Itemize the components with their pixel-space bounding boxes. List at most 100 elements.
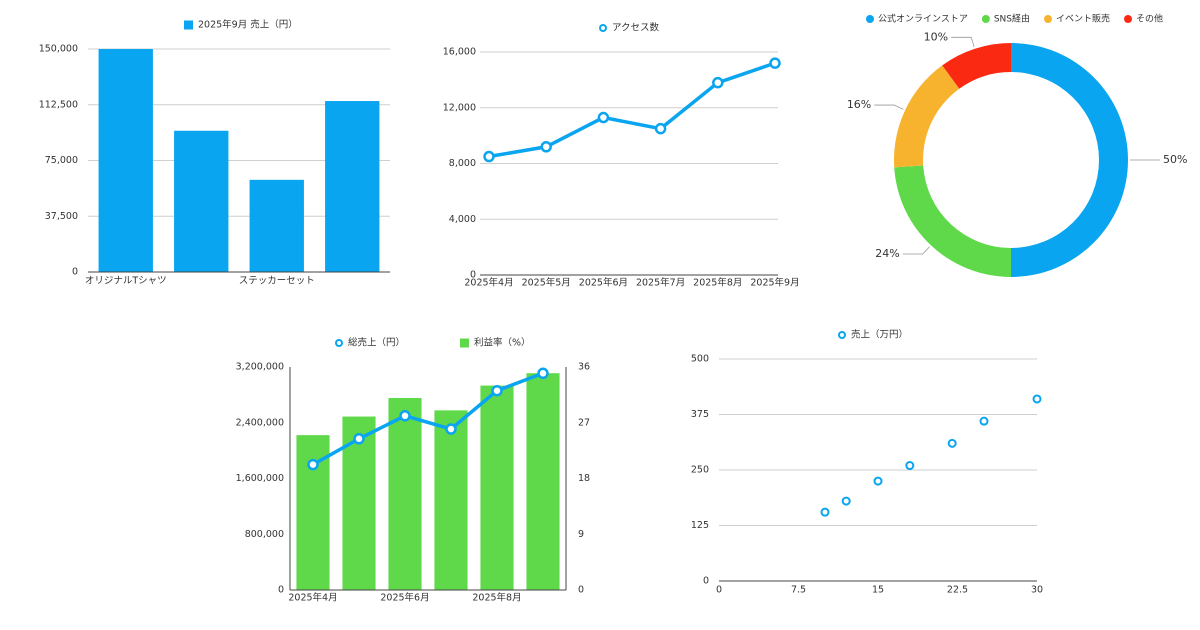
y-tick-label: 0 (278, 585, 284, 596)
point (873, 476, 883, 486)
x-tick-label: 22.5 (947, 585, 968, 596)
legend-swatch (599, 24, 607, 32)
legend-label: 総売上（円） (348, 337, 405, 349)
bar (388, 397, 422, 590)
point (841, 496, 851, 506)
slice-label: 16% (847, 98, 871, 111)
bar (434, 410, 468, 590)
doughnut-slice (942, 43, 1011, 89)
y-tick-label: 0 (470, 270, 476, 281)
y-tick-label: 0 (72, 267, 78, 278)
bar (526, 373, 560, 590)
legend-label: 売上（万円） (851, 329, 908, 341)
legend-label: SNS経由 (994, 13, 1030, 25)
x-tick-label: 7.5 (791, 585, 806, 596)
point (537, 367, 549, 380)
point (307, 458, 319, 471)
slice-label: 10% (924, 30, 948, 43)
point (654, 122, 667, 135)
y2-tick-label: 0 (578, 585, 584, 596)
bar (249, 179, 304, 272)
line-series (488, 61, 776, 159)
bar (325, 101, 380, 273)
point (820, 507, 830, 517)
y-tick-label: 4,000 (449, 214, 476, 225)
slice-label: 24% (875, 247, 899, 260)
point (597, 111, 610, 124)
y-tick-label: 12,000 (443, 102, 476, 113)
x-tick-label: 2025年9月 (750, 277, 799, 289)
legend-label: 公式オンラインストア (878, 13, 968, 25)
point (353, 433, 365, 445)
point (483, 150, 495, 163)
y-tick-label: 125 (691, 520, 709, 531)
point (769, 57, 781, 69)
point (445, 423, 457, 435)
y-tick-label: 375 (691, 409, 709, 420)
bar (480, 385, 514, 590)
legend-label: イベント販売 (1056, 13, 1110, 25)
legend-swatch (335, 339, 343, 347)
point (1032, 394, 1042, 404)
y-tick-label: 8,000 (449, 158, 476, 169)
point (712, 76, 724, 89)
x-tick-label: 30 (1031, 585, 1043, 596)
legend-label: 利益率（%） (474, 337, 531, 349)
x-tick-label: 2025年4月 (464, 277, 513, 289)
y2-tick-label: 27 (578, 417, 590, 428)
x-tick-label: 2025年7月 (636, 277, 685, 289)
bar (174, 130, 229, 272)
y-tick-label: 16,000 (443, 47, 476, 58)
y-tick-label: 500 (691, 354, 709, 365)
legend-swatch (460, 338, 469, 348)
doughnut-slice (894, 165, 1011, 277)
point (905, 461, 915, 471)
x-tick-label: ステッカーセット (239, 276, 315, 287)
y2-tick-label: 18 (578, 473, 590, 484)
y-tick-label: 112,500 (39, 99, 78, 110)
point (399, 410, 411, 422)
x-tick-label: 2025年5月 (522, 277, 571, 289)
slice-label: 50% (1163, 153, 1187, 166)
line-series (312, 371, 544, 467)
leader-line (902, 246, 930, 255)
x-tick-label: 15 (872, 585, 884, 596)
y2-tick-label: 36 (578, 362, 590, 373)
x-tick-label: 2025年8月 (693, 277, 742, 289)
legend-swatch (1124, 15, 1133, 23)
leader-line (951, 36, 975, 47)
x-tick-label: 2025年6月 (380, 592, 429, 604)
y-tick-label: 150,000 (39, 44, 78, 55)
leader-line (874, 104, 904, 110)
y-tick-label: 800,000 (245, 529, 284, 540)
legend-swatch (1044, 15, 1052, 23)
bar (98, 49, 153, 272)
y-tick-label: 37,500 (45, 211, 78, 222)
x-tick-label: 0 (716, 585, 722, 596)
legend-label: アクセス数 (612, 22, 660, 34)
y-tick-label: 1,600,000 (236, 473, 284, 484)
x-tick-label: 2025年4月 (288, 592, 337, 604)
doughnut-slice (894, 65, 960, 168)
legend-label: 2025年9月 売上（円） (198, 19, 298, 31)
legend-label: その他 (1136, 13, 1163, 25)
point (979, 416, 989, 426)
point (491, 384, 503, 397)
x-tick-label: 2025年8月 (472, 592, 521, 604)
x-tick-label: オリジナルTシャツ (85, 276, 167, 287)
legend-swatch (866, 15, 874, 23)
y-tick-label: 2,400,000 (236, 417, 284, 428)
x-tick-label: 2025年6月 (579, 277, 628, 289)
doughnut-slice (1011, 43, 1128, 277)
y-tick-label: 0 (703, 576, 709, 587)
y-tick-label: 250 (691, 465, 709, 476)
y-tick-label: 3,200,000 (236, 362, 284, 373)
point (540, 141, 552, 153)
legend-swatch (981, 15, 990, 23)
point (947, 438, 957, 448)
legend-swatch (184, 20, 193, 30)
y-tick-label: 75,000 (45, 155, 78, 166)
y2-tick-label: 9 (578, 529, 584, 540)
legend-swatch (838, 331, 846, 339)
